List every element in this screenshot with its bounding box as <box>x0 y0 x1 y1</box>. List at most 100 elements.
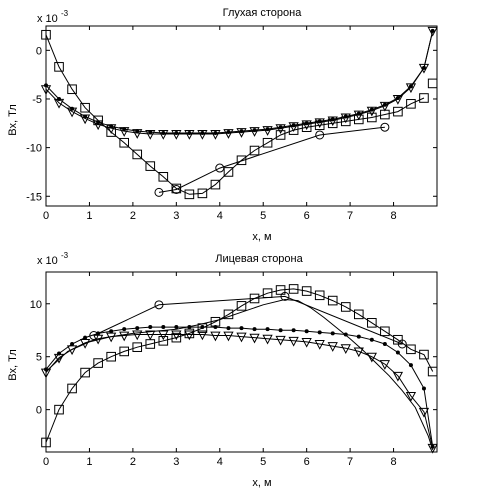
series-line <box>158 126 385 193</box>
data-point <box>148 325 153 330</box>
data-point <box>262 126 273 136</box>
data-point <box>174 131 179 136</box>
series-line <box>93 295 403 345</box>
data-point <box>83 114 88 119</box>
data-point <box>262 137 273 148</box>
data-point <box>301 337 312 348</box>
x-tick-label: 2 <box>130 456 136 468</box>
y-tick-label: -10 <box>26 143 42 155</box>
data-point <box>239 129 244 134</box>
data-point <box>158 130 169 140</box>
series-1-square <box>427 78 438 89</box>
data-point <box>171 330 182 341</box>
data-point <box>406 99 416 109</box>
data-point <box>57 96 62 101</box>
data-point <box>418 63 430 74</box>
x-tick-label: 3 <box>173 456 179 468</box>
data-point <box>213 325 218 330</box>
data-point <box>215 163 225 173</box>
data-point <box>366 106 377 117</box>
data-point <box>379 101 390 112</box>
plot-bottom-xlabel: x, м <box>252 477 271 489</box>
axes-box <box>45 271 438 453</box>
data-point <box>314 290 325 301</box>
data-point <box>210 179 221 190</box>
data-point <box>161 131 166 136</box>
data-point <box>379 360 390 370</box>
data-point <box>158 330 169 341</box>
data-point <box>288 122 299 133</box>
data-point <box>223 167 234 177</box>
data-point <box>67 383 77 394</box>
data-point <box>419 349 429 360</box>
x-tick-label: 1 <box>86 210 92 222</box>
plot-bottom-exponent-base: x 10 <box>37 255 58 267</box>
data-point <box>119 137 130 148</box>
series-4-circle <box>154 122 390 197</box>
data-point <box>249 333 260 344</box>
data-point <box>236 301 247 311</box>
data-point <box>380 326 390 337</box>
plot-top-exponent-power: -3 <box>61 9 69 18</box>
data-point <box>395 96 400 100</box>
series-line <box>45 298 434 451</box>
axes-box <box>45 25 438 207</box>
data-point <box>408 363 413 368</box>
x-tick-label: 7 <box>347 210 353 222</box>
data-point <box>275 124 286 134</box>
data-point <box>223 129 234 139</box>
series-line <box>45 288 434 443</box>
data-point <box>135 326 140 331</box>
data-point <box>330 117 335 122</box>
data-point <box>280 291 290 301</box>
data-point <box>408 84 413 89</box>
data-point <box>340 302 351 312</box>
x-tick-label: 8 <box>390 456 396 468</box>
data-point <box>301 120 312 131</box>
data-point <box>80 367 90 378</box>
data-point <box>340 113 351 124</box>
x-tick-label: 3 <box>173 210 179 222</box>
plot-bottom-ylabel: Bx, Тл <box>7 349 19 381</box>
data-point <box>210 331 221 342</box>
plot-top-exponent-base: x 10 <box>37 13 58 25</box>
data-point <box>236 128 247 138</box>
x-tick-label: 5 <box>260 456 266 468</box>
data-point <box>96 120 101 125</box>
data-point <box>393 106 403 117</box>
data-point <box>171 184 181 194</box>
data-point <box>317 330 322 335</box>
data-point <box>382 102 387 107</box>
series-2-dot <box>44 325 435 449</box>
data-point <box>197 188 208 199</box>
x-tick-label: 2 <box>130 210 136 222</box>
data-point <box>145 161 156 171</box>
data-point <box>109 329 114 334</box>
data-point <box>213 131 218 136</box>
plot-bottom-area: 0 1 2 3 4 5 6 7 8 10 5 0 <box>30 271 438 468</box>
data-point <box>315 130 325 140</box>
series-3-dot <box>44 28 435 136</box>
y-tick-label: 10 <box>30 299 42 311</box>
y-tick-label: 0 <box>36 405 42 417</box>
data-point <box>265 327 270 332</box>
data-point <box>135 129 140 134</box>
plot-top: Глухая сторона x 10 -3 Bx, Тл x, м 0 1 2 3 4… <box>7 7 438 243</box>
data-point <box>427 78 438 89</box>
series-line <box>45 34 425 195</box>
data-point <box>288 336 299 347</box>
data-point <box>291 328 296 333</box>
data-point <box>367 112 377 123</box>
plot-top-ylabel: Bx, Тл <box>7 104 19 136</box>
x-tick-label: 8 <box>390 210 396 222</box>
data-point <box>70 342 75 346</box>
x-tick-label: 0 <box>43 456 49 468</box>
data-point <box>304 329 309 334</box>
x-tick-label: 0 <box>43 210 49 222</box>
data-point <box>354 309 364 320</box>
data-point <box>356 111 361 116</box>
data-point <box>275 285 286 295</box>
series-3-circle <box>89 291 407 349</box>
data-point <box>223 309 234 320</box>
